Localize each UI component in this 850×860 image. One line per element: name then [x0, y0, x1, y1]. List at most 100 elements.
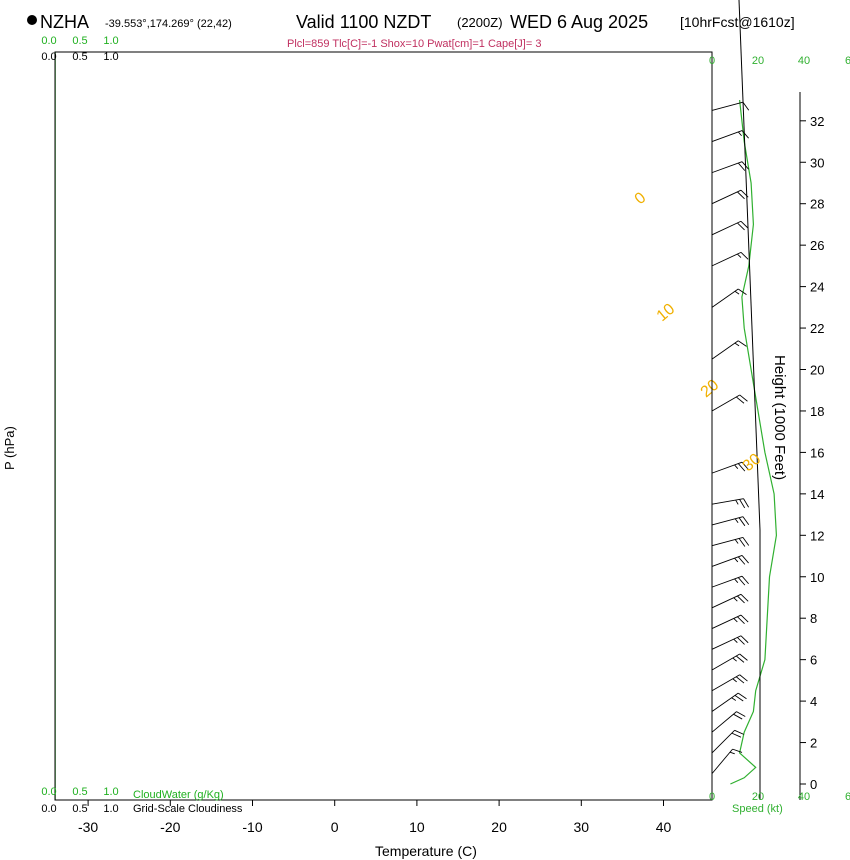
height-tick-label: 30 — [810, 155, 824, 170]
wind-barb-flag — [738, 517, 746, 527]
wind-barb — [711, 288, 747, 308]
boundary-diagonal — [738, 0, 761, 531]
wind-barb — [711, 340, 747, 360]
wind-barb-staff — [711, 101, 744, 111]
moist-adiabat-label: 20 — [698, 377, 723, 402]
wind-barb-staff — [711, 748, 733, 774]
wind-barb — [711, 516, 750, 527]
wind-barb-flag — [734, 342, 740, 347]
wind-barb-flag — [737, 253, 742, 258]
axes: 0102030-30-20-10010203040250300400500700… — [41, 35, 850, 835]
wind-barb-staff — [711, 575, 743, 588]
wind-barb-staff — [711, 189, 742, 205]
cloudiness-label: Grid-Scale Cloudiness — [133, 803, 243, 815]
wind-barb-flag — [737, 340, 747, 347]
wind-barb-flag — [733, 618, 738, 623]
wind-barb-flag — [739, 394, 748, 402]
wind-barb — [711, 555, 749, 567]
wind-barb-flag — [729, 751, 735, 755]
wind-barb-flag — [742, 101, 750, 111]
wind-barb-flag — [737, 556, 746, 565]
wind-barb-flag — [734, 518, 739, 524]
cloud-scale-label: 1.0 — [103, 786, 118, 798]
wind-barb-staff — [711, 288, 739, 308]
wind-barb-flag — [734, 539, 739, 544]
wind-speed-label: Speed (kt) — [732, 803, 783, 815]
wind-barb-flag — [740, 252, 749, 260]
height-tick-label: 32 — [810, 114, 824, 129]
wind-barb-staff — [711, 130, 743, 142]
cloud-scale-label: 0.5 — [72, 786, 87, 798]
wind-barb-flag — [740, 593, 749, 602]
wind-barb-staff — [711, 692, 739, 712]
wind-barb-flag — [734, 557, 739, 563]
wind-barb-staff — [711, 394, 740, 412]
height-tick-label: 28 — [810, 197, 824, 212]
cloud-scale-label: 0.0 — [41, 51, 56, 63]
height-tick-label: 8 — [810, 611, 817, 626]
wind-barb-flag — [740, 635, 749, 644]
wind-barb — [711, 189, 749, 205]
wind-scale-label: 20 — [752, 791, 764, 803]
wind-barb-flag — [737, 191, 745, 200]
right-axis-title: Height (1000 Feet) — [771, 355, 788, 480]
cloudwater-label: CloudWater (g/Kg) — [133, 789, 224, 801]
wind-barb-flag — [737, 288, 747, 295]
wind-scale-label: 40 — [798, 791, 810, 803]
wind-barb-staff — [711, 516, 744, 526]
height-tick-label: 22 — [810, 321, 824, 336]
wind-barb-flag — [737, 131, 742, 137]
wind-barb-staff — [711, 674, 740, 692]
wind-barb-flag — [734, 290, 740, 295]
wind-barb — [711, 593, 749, 609]
wind-barb-flag — [741, 555, 749, 564]
wind-barb-flag — [734, 729, 744, 735]
wind-barb-flag — [735, 499, 739, 505]
wind-barb-flag — [739, 653, 748, 661]
wind-barb-flag — [732, 657, 737, 662]
cloud-scale-label: 0.5 — [72, 35, 87, 47]
wind-scale-label: 40 — [798, 55, 810, 67]
wind-barb-flag — [734, 578, 739, 583]
y-axis-title: P (hPa) — [2, 426, 17, 470]
wind-barb-flag — [733, 597, 738, 602]
header-station: NZHA — [40, 12, 89, 32]
wind-barb — [711, 692, 747, 712]
wind-barb-staff — [711, 251, 742, 267]
wind-barb-flag — [737, 616, 745, 625]
wind-barb-flag — [732, 678, 737, 683]
wind-barb — [711, 729, 744, 754]
wind-scale-label: 6 — [845, 55, 850, 67]
wind-barb-staff — [711, 340, 739, 360]
wind-barb — [711, 536, 750, 547]
wind-barb-flag — [734, 464, 739, 470]
wind-barb-flag — [739, 499, 746, 509]
wind-barb-staff — [711, 220, 742, 236]
wind-barb — [711, 461, 749, 474]
wind-barb-flag — [731, 697, 737, 701]
wind-barb-staff — [711, 161, 743, 174]
wind-barb-flag — [737, 162, 746, 171]
wind-scale-label: 20 — [752, 55, 764, 67]
height-tick-label: 0 — [810, 777, 817, 792]
cloud-scale-label: 0.0 — [41, 803, 56, 815]
header-date: WED 6 Aug 2025 — [510, 12, 648, 32]
wind-barb — [711, 674, 748, 692]
wind-panel — [711, 100, 778, 785]
wind-barb-staff — [711, 593, 742, 609]
boundary-lines — [738, 0, 761, 800]
height-tick-label: 18 — [810, 404, 824, 419]
wind-barb-flag — [735, 655, 745, 663]
moist-adiabat-label: 10 — [654, 301, 679, 326]
x-tick-label: 30 — [574, 819, 590, 835]
height-tick-label: 2 — [810, 736, 817, 751]
wind-barb — [711, 635, 749, 650]
x-tick-label: 40 — [656, 819, 672, 835]
axis-labels: Temperature (C) P (hPa) Height (1000 Fee… — [2, 355, 788, 859]
wind-barb — [711, 101, 750, 111]
height-tick-label: 20 — [810, 363, 824, 378]
wind-barb-staff — [711, 555, 743, 567]
wind-barb — [711, 394, 748, 412]
wind-barb — [711, 498, 750, 509]
wind-barb-staff — [711, 461, 743, 474]
